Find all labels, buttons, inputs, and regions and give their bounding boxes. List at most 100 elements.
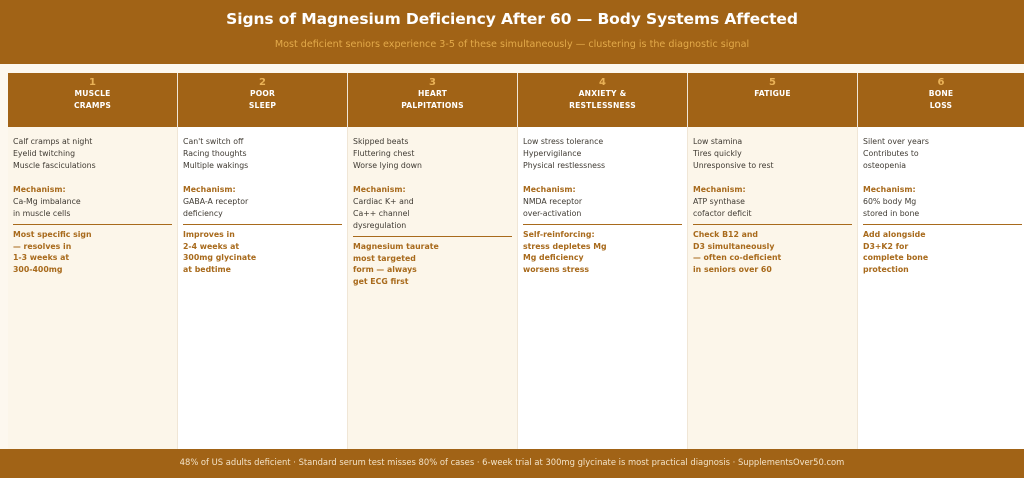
symptom-item: Muscle fasciculations [13, 161, 96, 170]
column-anxiety-restlessness: 4 ANXIETY & RESTLESSNESS Low stress tole… [517, 73, 687, 449]
footer-bar: 48% of US adults deficient · Standard se… [0, 449, 1024, 478]
page-subtitle: Most deficient seniors experience 3-5 of… [274, 39, 750, 50]
column-heading-line: BONE [928, 89, 954, 98]
column-body: Calf cramps at night Eyelid twitching Mu… [8, 127, 177, 275]
mechanism-text: ATP synthase [693, 197, 745, 206]
column-body: Silent over years Contributes to osteope… [858, 127, 1024, 275]
column-number: 2 [259, 77, 266, 88]
mechanism-label: Mechanism: [13, 185, 66, 194]
column-bone-loss: 6 BONE LOSS Silent over years Contribute… [857, 73, 1024, 449]
column-header: 2 POOR SLEEP [178, 73, 347, 127]
note-line: 300-400mg [13, 264, 63, 274]
column-heart-palpitations: 3 HEART PALPITATIONS Skipped beats Flutt… [347, 73, 517, 449]
mechanism-label: Mechanism: [693, 185, 746, 194]
note-line: stress depletes Mg [523, 241, 607, 251]
column-poor-sleep: 2 POOR SLEEP Can't switch off Racing tho… [177, 73, 347, 449]
mechanism-text: 60% body Mg [863, 197, 917, 206]
column-heading-line: ANXIETY & [578, 89, 627, 98]
note-line: Add alongside [863, 230, 926, 239]
mechanism-text: in muscle cells [13, 209, 71, 218]
note-line: worsens stress [523, 264, 590, 274]
column-heading-line: LOSS [929, 100, 953, 110]
note-line: Most specific sign [13, 230, 92, 239]
symptom-item: Low stamina [693, 137, 743, 146]
note-line: Magnesium taurate [353, 242, 439, 251]
column-heading-line: PALPITATIONS [401, 100, 464, 110]
column-heading-line: HEART [417, 89, 448, 98]
symptom-item: osteopenia [863, 161, 907, 170]
symptom-item: Contributes to [863, 149, 919, 158]
note-line: Mg deficiency [523, 253, 584, 262]
column-header: 6 BONE LOSS [858, 73, 1024, 127]
mechanism-label: Mechanism: [863, 185, 916, 194]
column-heading-line: SLEEP [248, 100, 277, 110]
mechanism-text: over-activation [523, 209, 582, 218]
divider [13, 224, 172, 225]
note-line: get ECG first [353, 276, 409, 286]
column-heading-line: MUSCLE [74, 89, 111, 98]
symptom-item: Calf cramps at night [13, 137, 93, 146]
mechanism-text: dysregulation [353, 221, 407, 230]
column-heading-line: FATIGUE [754, 89, 791, 98]
symptom-item: Fluttering chest [353, 149, 415, 158]
mechanism-label: Mechanism: [353, 185, 406, 194]
column-number: 5 [769, 77, 776, 88]
note-line: — resolves in [13, 241, 72, 251]
symptom-item: Can't switch off [183, 137, 244, 146]
mechanism-text: cofactor deficit [693, 209, 752, 218]
note-line: most targeted [353, 253, 416, 263]
symptom-item: Physical restlessness [523, 161, 606, 170]
mechanism-text: NMDA receptor [523, 197, 583, 206]
symptom-item: Racing thoughts [183, 149, 247, 158]
symptom-item: Low stress tolerance [523, 137, 604, 146]
column-heading-line: CRAMPS [73, 100, 112, 110]
note-line: in seniors over 60 [693, 264, 772, 274]
note-line: at bedtime [183, 264, 231, 274]
column-header: 1 MUSCLE CRAMPS [8, 73, 177, 127]
footer-text: 48% of US adults deficient · Standard se… [179, 457, 845, 467]
column-heading-line: POOR [249, 89, 276, 98]
page-title: Signs of Magnesium Deficiency After 60 —… [226, 10, 798, 28]
note-line: 2-4 weeks at [183, 241, 240, 251]
mechanism-label: Mechanism: [523, 185, 576, 194]
column-header: 3 HEART PALPITATIONS [348, 73, 517, 127]
mechanism-text: GABA-A receptor [183, 197, 249, 206]
column-fatigue: 5 FATIGUE Low stamina Tires quickly Unre… [687, 73, 857, 449]
title-banner: Signs of Magnesium Deficiency After 60 —… [0, 0, 1024, 64]
divider [183, 224, 342, 225]
note-line: protection [863, 264, 909, 274]
symptom-grid: 1 MUSCLE CRAMPS Calf cramps at night Eye… [8, 73, 1024, 449]
mechanism-text: stored in bone [863, 209, 920, 218]
symptom-item: Worse lying down [353, 161, 422, 170]
divider [523, 224, 682, 225]
note-line: complete bone [863, 253, 929, 262]
column-body: Low stress tolerance Hypervigilance Phys… [518, 127, 687, 275]
symptom-item: Unresponsive to rest [693, 161, 774, 170]
divider [863, 224, 1022, 225]
mechanism-label: Mechanism: [183, 185, 236, 194]
column-body: Skipped beats Fluttering chest Worse lyi… [348, 127, 517, 287]
column-number: 6 [937, 77, 945, 88]
note-line: form — always [353, 265, 417, 274]
symptom-item: Hypervigilance [523, 149, 582, 158]
note-line: Check B12 and [693, 230, 758, 239]
note-line: Self-reinforcing: [523, 230, 595, 239]
mechanism-text: Ca++ channel [353, 209, 410, 218]
symptom-item: Skipped beats [353, 137, 409, 146]
column-number: 3 [429, 77, 436, 88]
symptom-item: Silent over years [863, 137, 929, 146]
mechanism-text: Cardiac K+ and [353, 197, 414, 206]
column-number: 1 [89, 77, 96, 88]
note-line: — often co-deficient [693, 253, 782, 262]
symptom-item: Eyelid twitching [13, 149, 76, 158]
column-muscle-cramps: 1 MUSCLE CRAMPS Calf cramps at night Eye… [8, 73, 177, 449]
divider [693, 224, 852, 225]
note-line: D3 simultaneously [693, 241, 775, 251]
column-body: Can't switch off Racing thoughts Multipl… [178, 127, 347, 275]
note-line: D3+K2 for [863, 241, 909, 251]
symptom-item: Multiple wakings [183, 161, 249, 170]
column-header: 4 ANXIETY & RESTLESSNESS [518, 73, 687, 127]
column-number: 4 [599, 77, 606, 88]
note-line: 300mg glycinate [183, 253, 257, 262]
note-line: 1-3 weeks at [13, 253, 70, 262]
